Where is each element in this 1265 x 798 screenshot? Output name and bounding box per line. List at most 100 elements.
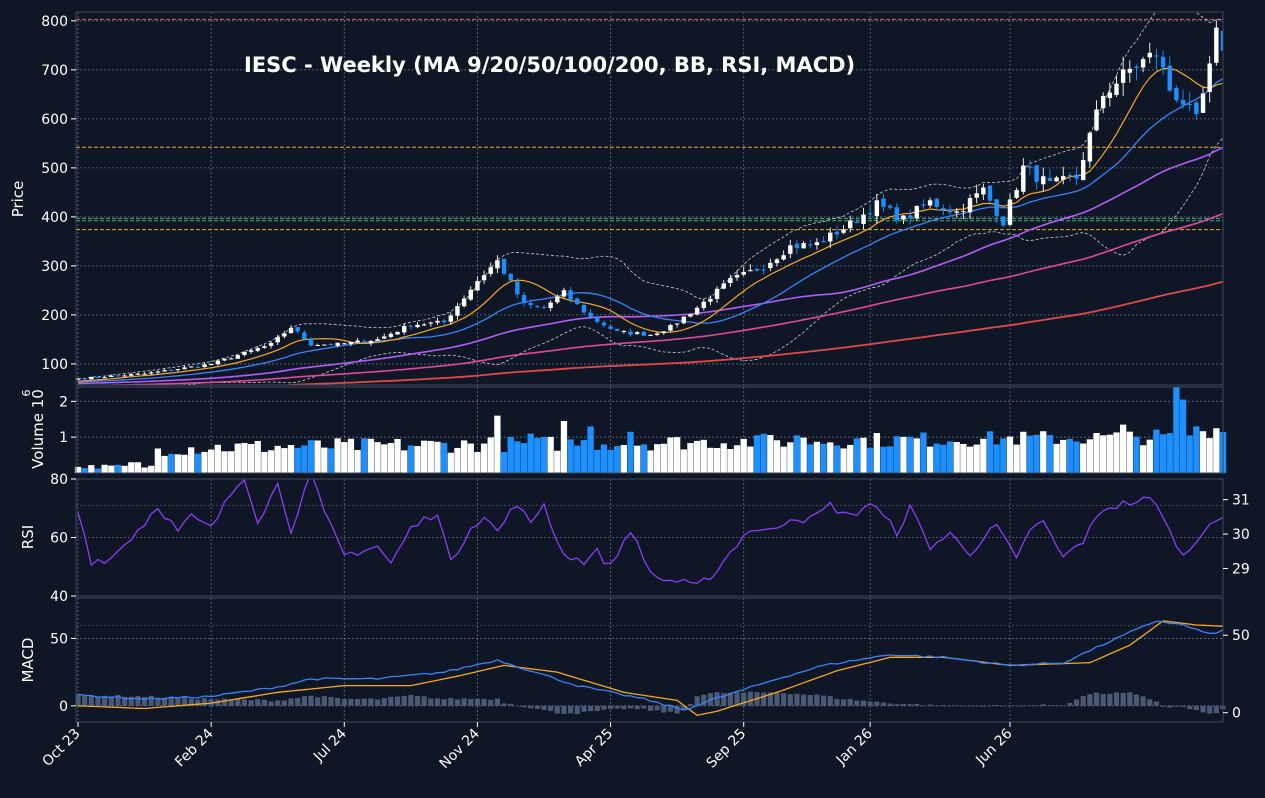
candle-body <box>788 245 793 254</box>
candle-body <box>595 317 600 322</box>
macd-histogram-bar <box>235 699 241 706</box>
volume-bar <box>1126 431 1133 473</box>
candle-body <box>1014 190 1019 198</box>
candle-body <box>182 367 187 370</box>
volume-bar <box>567 439 574 473</box>
volume-bar <box>654 444 661 473</box>
candle-body <box>302 332 307 340</box>
candle-body <box>202 364 207 368</box>
volume-bar <box>700 439 707 473</box>
volume-bar <box>900 436 907 473</box>
candle-body <box>661 331 667 333</box>
candle-body <box>1027 166 1033 168</box>
macd-histogram-bar <box>980 705 986 707</box>
candle-body <box>149 372 154 374</box>
macd-axis-label: MACD <box>19 638 37 683</box>
macd-histogram-bar <box>880 702 887 706</box>
candle-body <box>408 325 414 327</box>
macd-histogram-bar <box>295 697 301 706</box>
macd-histogram-bar <box>394 696 401 706</box>
macd-histogram-bar <box>894 704 900 706</box>
volume-bar <box>1213 428 1220 473</box>
volume-bar <box>634 445 641 473</box>
volume-bar <box>986 431 994 473</box>
candle-body <box>328 344 334 346</box>
bollinger-upper-line <box>77 12 1223 380</box>
candle-body <box>1074 174 1079 179</box>
macd-histogram-bar <box>1093 692 1100 706</box>
volume-bar <box>920 432 927 473</box>
candle-body <box>575 298 580 304</box>
candle-body <box>188 366 194 368</box>
macd-histogram-bar <box>195 699 201 706</box>
macd-histogram-bar <box>541 705 547 710</box>
candle-body <box>401 325 407 333</box>
volume-bar <box>767 435 774 473</box>
volume-bar <box>560 421 568 473</box>
volume-bar <box>973 444 980 473</box>
macd-histogram-bar <box>934 705 940 707</box>
candle-body <box>674 323 680 325</box>
chart-title: IESC - Weekly (MA 9/20/50/100/200, BB, R… <box>244 53 855 77</box>
volume-bar <box>760 433 767 473</box>
volume-bar <box>1086 439 1094 473</box>
volume-bar <box>1179 399 1187 473</box>
candle-body <box>801 243 806 249</box>
volume-bar <box>314 440 321 473</box>
macd-histogram-bar <box>1153 701 1160 706</box>
candle-body <box>907 215 913 219</box>
candle-body <box>821 240 826 243</box>
volume-bar <box>713 448 721 473</box>
volume-bar <box>880 446 887 473</box>
volume-bar <box>154 448 162 473</box>
candle-body <box>848 220 853 229</box>
volume-bar <box>1166 433 1173 473</box>
candle-body <box>688 314 693 317</box>
panel-frame-macd <box>75 597 1224 723</box>
candle-body <box>282 333 287 337</box>
macd-histogram-bar <box>587 705 594 712</box>
rsi-axis-label: RSI <box>19 525 37 549</box>
volume-bar <box>600 444 608 473</box>
macd-histogram-bar <box>814 694 820 706</box>
macd-histogram-bar <box>927 704 933 706</box>
macd-histogram-bar <box>1053 705 1060 706</box>
macd-histogram-bar <box>601 705 607 710</box>
macd-histogram-bar <box>667 705 674 712</box>
volume-bar <box>707 447 714 473</box>
volume-bar <box>833 445 841 473</box>
macd-histogram-bar <box>1040 704 1046 706</box>
macd-histogram-bar <box>161 697 168 706</box>
macd-histogram-bar <box>594 705 600 712</box>
volume-bar <box>860 437 867 473</box>
price-tick-label: 100 <box>41 357 68 373</box>
volume-bar <box>301 445 308 473</box>
volume-bar <box>327 448 335 473</box>
macd-histogram-bar <box>614 705 620 709</box>
volume-bar <box>906 436 914 473</box>
macd-histogram-bar <box>401 695 407 706</box>
volume-bar <box>261 451 268 473</box>
macd-histogram-bar <box>1140 696 1146 706</box>
candle-body <box>641 331 647 336</box>
volume-bar <box>673 437 681 473</box>
macd-histogram-bar <box>761 692 767 706</box>
volume-bar <box>667 437 674 473</box>
volume-bar <box>454 447 461 473</box>
macd-histogram-bar <box>82 694 88 706</box>
candle-body <box>342 343 347 345</box>
candle-body <box>628 331 633 335</box>
candle-body <box>1140 59 1146 68</box>
volume-bar <box>387 443 395 473</box>
panel-frame-vol <box>75 386 1224 474</box>
candle-body <box>315 345 320 347</box>
candle-body <box>748 269 753 272</box>
candle-body <box>841 229 846 233</box>
bollinger-lower-line <box>78 137 1223 385</box>
candle-body <box>102 377 107 379</box>
candle-body <box>914 206 919 219</box>
volume-bar <box>221 451 228 473</box>
macd-histogram-bar <box>647 705 654 711</box>
volume-bar <box>467 443 474 473</box>
macd-histogram-bar <box>1167 705 1173 708</box>
